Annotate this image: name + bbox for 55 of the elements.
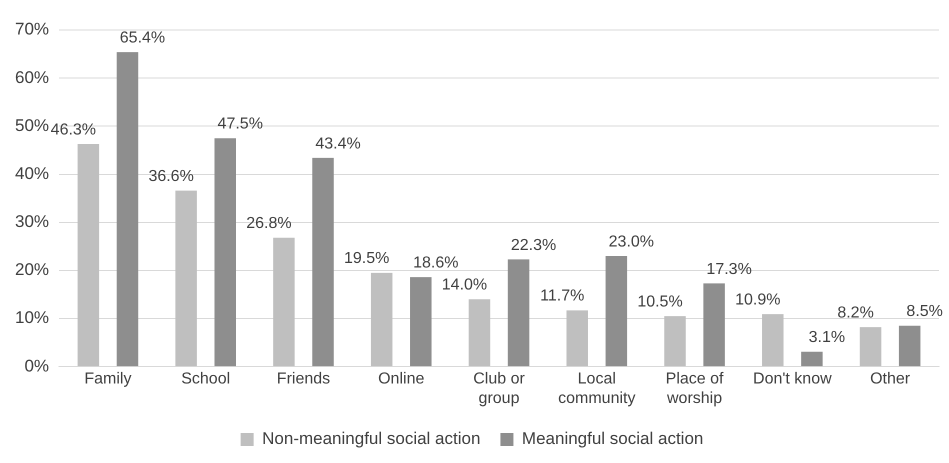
data-label: 65.4% [120, 30, 166, 47]
legend-label: Non-meaningful social action [262, 429, 480, 448]
bar [762, 314, 784, 366]
x-tick-label: School [181, 370, 230, 388]
data-label: 47.5% [218, 116, 263, 133]
y-tick-label: 70% [14, 20, 50, 39]
bar [273, 238, 295, 366]
bar [703, 283, 725, 366]
data-label: 10.9% [735, 292, 780, 309]
bar [116, 52, 138, 366]
bar [175, 190, 197, 366]
bar [214, 138, 236, 366]
y-tick-label: 40% [14, 164, 50, 183]
data-label: 43.4% [315, 135, 361, 152]
x-tick-label: Family [84, 370, 132, 388]
x-tick-label: Online [378, 370, 424, 388]
bar [312, 158, 334, 366]
y-tick-label: 50% [14, 116, 50, 135]
bar [801, 352, 823, 366]
x-tick-label: Club or group [473, 370, 526, 407]
bar [860, 327, 882, 366]
bar [370, 272, 392, 366]
data-label: 11.7% [540, 288, 584, 305]
y-tick-label: 20% [14, 260, 50, 280]
data-label: 10.5% [637, 294, 683, 311]
bar [508, 259, 530, 366]
y-tick-label: 30% [14, 212, 50, 232]
y-tick-label: 0% [24, 356, 50, 376]
bar [664, 316, 686, 366]
data-label: 26.8% [246, 215, 292, 232]
data-label: 3.1% [808, 329, 846, 346]
data-label: 46.3% [50, 121, 96, 138]
x-tick-label: Friends [276, 370, 330, 388]
data-label: 36.6% [148, 168, 194, 186]
x-tick-label: Don't know [753, 370, 832, 388]
x-tick-label: Local community [558, 370, 636, 407]
bar [78, 144, 100, 366]
legend-label: Meaningful social action [522, 429, 704, 448]
data-label: 14.0% [442, 276, 488, 294]
bar [468, 299, 490, 366]
data-label: 23.0% [608, 233, 654, 250]
data-label: 8.2% [837, 304, 874, 322]
bar [606, 256, 628, 366]
y-tick-label: 10% [14, 308, 50, 328]
data-label: 22.3% [510, 236, 556, 254]
x-tick-label: Other [870, 370, 911, 388]
bar [410, 277, 432, 366]
bar [898, 326, 920, 366]
x-tick-label: Place of worship [666, 370, 724, 407]
data-label: 19.5% [344, 250, 390, 268]
data-label: 17.3% [706, 260, 752, 278]
bar [566, 310, 588, 366]
y-tick-label: 60% [14, 68, 50, 87]
data-label: 8.5% [906, 303, 943, 320]
data-label: 18.6% [413, 254, 458, 272]
